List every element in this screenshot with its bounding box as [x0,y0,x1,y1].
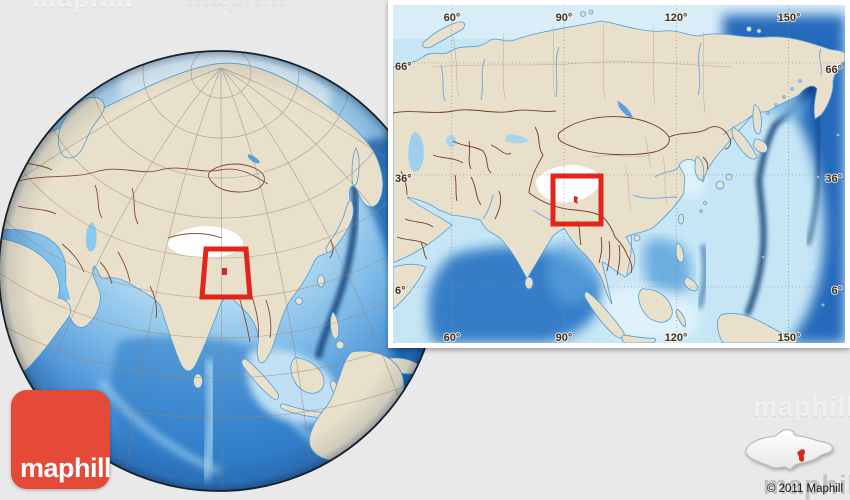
maphill-logo-label: maphill [20,453,112,483]
inset-coordinate-labels: 60° 90° 120° 150° 60° 90° 120° 150° 66° … [394,11,843,343]
lon-label-bottom-150: 150° [778,332,801,343]
globe-svg [0,50,440,492]
inset-location-marker [574,196,578,204]
region-silhouette-svg [745,429,833,470]
inset-map-svg: 60° 90° 120° 150° 60° 90° 120° 150° 66° … [393,5,845,343]
lon-label-bottom-90: 90° [556,332,573,343]
region-silhouette-marker [797,449,805,462]
inset-extent-box [550,173,604,227]
inset-land [393,9,845,343]
lon-label-top-60: 60° [444,12,461,24]
lat-label-left-36: 36° [395,173,412,185]
lat-label-right-66: 66° [825,64,842,76]
lat-label-right-36: 36° [825,173,842,185]
region-silhouette-shape [745,429,833,470]
copyright-notice: © 2011 Maphill [766,483,843,495]
lon-label-top-90: 90° [556,12,573,24]
watermark-bottom-right: maphill [753,392,850,422]
lat-label-left-66: 66° [395,61,412,73]
lat-label-right-6: 6° [831,285,842,297]
lon-label-bottom-60: 60° [444,332,461,343]
inset-map-frame: 60° 90° 120° 150° 60° 90° 120° 150° 66° … [388,0,850,348]
lon-label-top-120: 120° [665,12,688,24]
inset-lakes [408,101,633,172]
lon-label-top-150: 150° [778,12,801,24]
lon-label-bottom-120: 120° [665,332,688,343]
inset-borders [393,109,732,276]
region-silhouette-badge [738,420,842,485]
lat-label-left-6: 6° [395,285,406,297]
locator-globe [0,50,440,492]
globe-rim-shade [0,51,439,491]
maphill-logo[interactable]: maphill [11,390,112,489]
